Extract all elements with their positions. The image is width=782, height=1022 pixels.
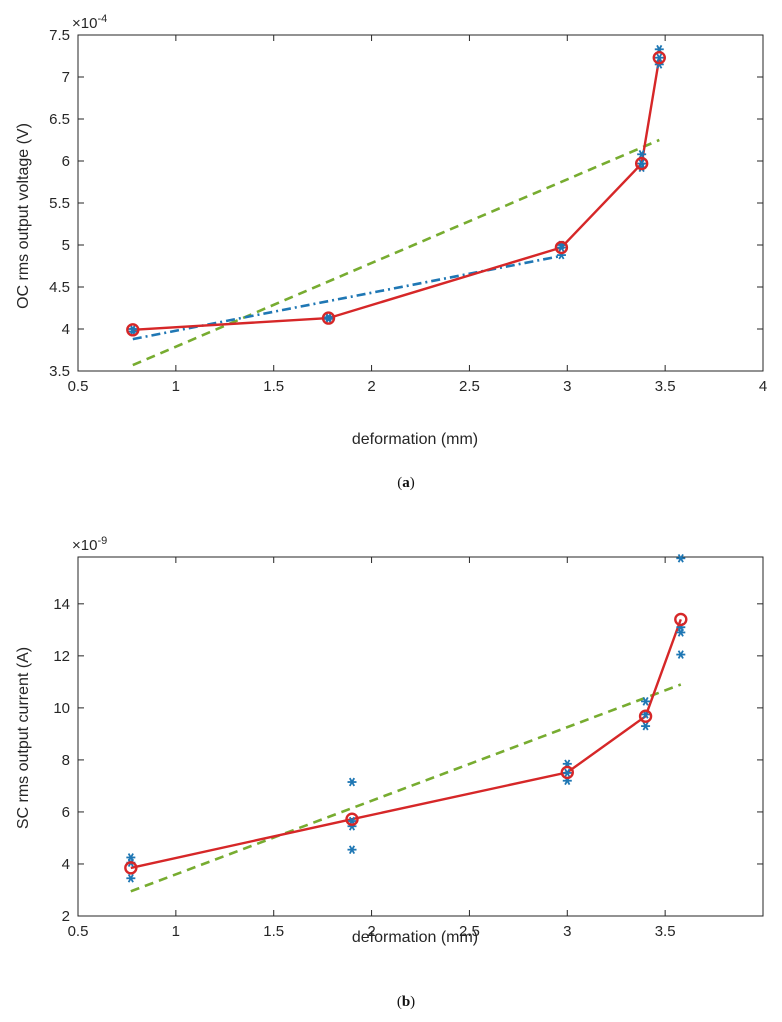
x-tick-label: 1 [172,923,180,940]
sample-point-stroke [677,553,684,563]
mean-point [554,240,569,255]
y-tick-label: 4 [62,321,70,338]
x-tick-label: 1.5 [263,923,284,940]
sample-point [347,845,357,855]
x-tick-label: 3 [563,378,571,395]
mean-point [124,861,138,875]
y-axis-label-b: SC rms output current (A) [15,647,32,829]
x-tick-label: 1.5 [263,378,284,395]
x-tick-label: 3 [563,923,571,940]
y-tick-label: 6 [62,804,70,821]
sample-point-stroke [642,697,649,706]
sample-point [676,650,686,659]
y-exponent-a: ×10-4 [72,13,107,32]
sample-point-stroke [127,853,134,862]
mean-line [130,618,682,870]
y-tick-label: 12 [53,648,70,665]
sample-point [126,853,136,862]
linear-fit-line [132,138,660,367]
x-tick-label: 3.5 [655,378,676,395]
x-ticks-b: 0.5 1 1.5 2 2.5 3 3.5 [68,557,676,940]
sample-point [637,159,647,168]
mean-point [560,765,574,780]
y-tick-label: 14 [53,596,70,613]
x-tick-label: 2 [367,923,375,940]
sample-point [641,697,651,706]
sample-point-stroke [638,149,645,159]
sample-point [562,768,572,778]
x-tick-label: 2 [367,378,375,395]
y-tick-label: 3.5 [49,363,70,380]
x-tick-label: 2.5 [459,923,480,940]
mean-point [634,156,649,171]
x-axis-label-b: deformation (mm) [352,929,478,946]
y-exponent-b: ×10-9 [72,535,107,554]
sample-point [641,721,651,731]
sample-point [676,553,686,563]
y-ticks-b: 2 4 6 8 10 12 14 [53,596,763,925]
y-tick-label: 10 [53,700,70,717]
x-axis-label-a: deformation (mm) [352,431,478,448]
y-tick-label: 5.5 [49,195,70,212]
x-tick-label: 2.5 [459,378,480,395]
panel-b: 0.5 1 1.5 2 2.5 3 3.5 2 4 6 8 10 12 14 ×10-9 deforma… [15,535,764,1010]
y-tick-label: 6 [62,153,70,170]
sample-point [324,312,334,322]
linear-fit-line [130,683,682,893]
y-axis-label-a: OC rms output voltage (V) [15,123,32,309]
y-tick-label: 6.5 [49,111,70,128]
sample-point-stroke [348,845,356,855]
plot-area-b [77,556,764,917]
mean-point [126,323,140,337]
sample-point-stroke [127,873,134,883]
mean-point [652,50,666,65]
y-tick-label: 4 [62,856,70,873]
sample-point [654,53,664,63]
sample-point [637,149,647,159]
mean-point [345,812,359,826]
sample-point-stroke [677,650,684,659]
sample-point-stroke [656,53,663,63]
y-tick-label: 5 [62,237,70,254]
y-tick-label: 4.5 [49,279,70,296]
mean-point [638,709,653,723]
y-tick-label: 7 [62,69,70,86]
x-tick-label: 4 [759,378,767,395]
x-tick-label: 0.5 [68,378,89,395]
x-tick-label: 0.5 [68,923,89,940]
sample-point-stroke [564,768,571,778]
sample-point [126,873,136,883]
x-ticks-a: 0.5 1 1.5 2 2.5 3 3.5 4 [68,35,767,395]
x-tick-label: 3.5 [655,923,676,940]
y-tick-label: 8 [62,752,70,769]
mean-point [321,311,336,325]
panel-caption-a: (a) [397,475,415,491]
sample-point-stroke [325,312,332,322]
sample-point [347,777,357,787]
plot-area-a [77,34,764,372]
mean-point [674,612,688,627]
series-group-a [126,44,666,367]
sample-point [128,324,138,334]
panel-caption-b: (b) [397,994,415,1010]
sample-point-stroke [348,777,356,787]
sample-point-stroke [129,324,136,334]
y-tick-label: 7.5 [49,27,70,44]
panel-a: 0.5 1 1.5 2 2.5 3 3.5 4 3.5 4 4.5 5 5.5 6 6.5 7 7.5 ×10… [15,13,767,491]
y-ticks-a: 3.5 4 4.5 5 5.5 6 6.5 7 7.5 [49,27,763,380]
x-tick-label: 1 [172,378,180,395]
sample-point-stroke [642,721,649,731]
sample-point-stroke [638,159,645,168]
series-group-b [124,553,688,893]
y-tick-label: 2 [62,908,70,925]
